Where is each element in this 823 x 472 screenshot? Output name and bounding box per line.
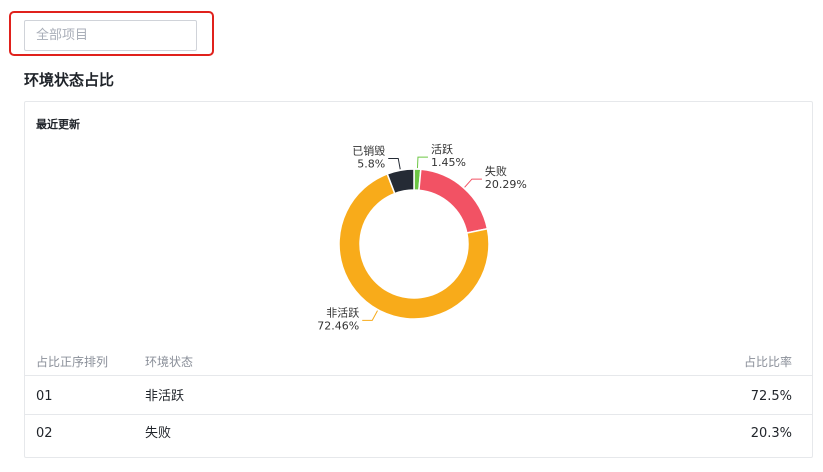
- donut-slice[interactable]: [338, 172, 490, 320]
- slice-leader-line: [464, 178, 482, 188]
- slice-value-label: 5.8%: [357, 157, 385, 170]
- row-rank: 01: [36, 389, 53, 404]
- header-rank[interactable]: 占比正序排列: [36, 355, 109, 369]
- section-title: 环境状态占比: [24, 71, 115, 89]
- row-ratio: 72.5%: [750, 389, 792, 404]
- card-subtitle: 最近更新: [36, 118, 80, 131]
- slice-label: 已销毁: [352, 143, 385, 157]
- slice-label: 失败: [485, 164, 507, 178]
- row-rank: 02: [36, 426, 53, 441]
- row-ratio: 20.3%: [750, 426, 792, 441]
- project-select[interactable]: 全部项目: [24, 20, 197, 51]
- slice-label: 非活跃: [326, 305, 359, 319]
- table-row: 01 非活跃 72.5%: [25, 378, 812, 415]
- row-status: 失败: [145, 426, 172, 441]
- table-row: 02 失败 20.3%: [25, 415, 812, 452]
- slice-value-label: 1.45%: [431, 156, 466, 169]
- slice-value-label: 72.46%: [317, 319, 359, 332]
- slice-leader-line: [362, 310, 378, 321]
- status-card: 最近更新 活跃 1.45% 失败 20.29% 非活跃 72.46% 已销毁 5.8% 占比正…: [24, 101, 813, 458]
- header-status: 环境状态: [145, 355, 194, 369]
- header-ratio: 占比比率: [743, 355, 792, 369]
- slice-leader-line: [388, 157, 401, 170]
- highlight-frame: [9, 11, 214, 56]
- slice-value-label: 20.29%: [485, 178, 527, 191]
- row-status: 非活跃: [145, 389, 185, 404]
- table-header: 占比正序排列 环境状态 占比比率: [25, 348, 812, 376]
- slice-label: 活跃: [431, 142, 453, 156]
- donut-slice[interactable]: [386, 168, 415, 195]
- slice-leader-line: [416, 156, 428, 169]
